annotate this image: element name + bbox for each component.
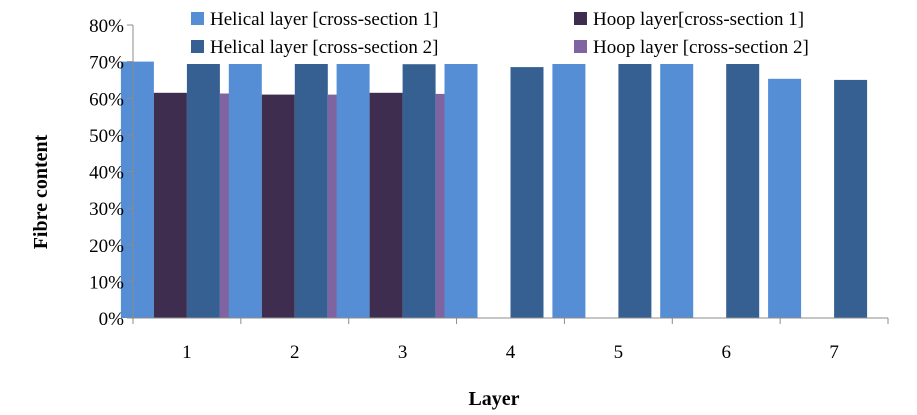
legend-label-hoop-cs1: Hoop layer[cross-section 1] xyxy=(593,9,804,30)
bar-helical-cs2-layer-7 xyxy=(834,79,868,319)
legend-swatch-helical-cs1 xyxy=(191,12,204,25)
y-tick-label: 70% xyxy=(89,53,124,74)
x-tick-label: 3 xyxy=(398,342,408,363)
y-tick-label: 20% xyxy=(89,236,124,257)
bar-helical-cs1-layer-2 xyxy=(228,61,262,318)
x-tick-label: 1 xyxy=(182,342,192,363)
y-tick-label: 0% xyxy=(99,309,125,330)
y-axis-title: Fibre content xyxy=(30,134,52,249)
bar-helical-cs2-layer-2 xyxy=(294,61,328,318)
bar-hoop-cs1-layer-3 xyxy=(369,92,403,318)
x-tick-labels: 1 2 3 4 5 6 7 xyxy=(182,342,839,363)
bar-helical-cs1-layer-5 xyxy=(552,61,586,318)
bar-helical-cs2-layer-4 xyxy=(510,67,544,318)
x-tick-label: 2 xyxy=(290,342,300,363)
bar-helical-cs1-layer-3 xyxy=(336,61,370,318)
axes-group xyxy=(127,24,889,324)
x-tick-label: 5 xyxy=(614,342,624,363)
bar-helical-cs2-layer-6 xyxy=(726,61,760,318)
x-tick-label: 7 xyxy=(829,342,839,363)
y-tick-label: 60% xyxy=(89,89,124,110)
y-tick-label: 80% xyxy=(89,16,124,37)
y-tick-label: 10% xyxy=(89,272,124,293)
y-tick-label: 50% xyxy=(89,126,124,147)
bar-helical-cs1-layer-7 xyxy=(768,78,802,318)
legend-label-hoop-cs2: Hoop layer [cross-section 2] xyxy=(593,37,809,58)
legend-box xyxy=(178,5,874,64)
bar-helical-cs1-layer-1 xyxy=(120,61,154,318)
bar-helical-cs2-layer-3 xyxy=(402,64,436,318)
x-axis-title: Layer xyxy=(468,388,519,410)
legend-swatch-hoop-cs1 xyxy=(574,12,587,25)
bars-group xyxy=(120,61,868,319)
legend-label-helical-cs2: Helical layer [cross-section 2] xyxy=(210,37,438,58)
bar-helical-cs2-layer-1 xyxy=(186,61,220,318)
y-tick-label: 30% xyxy=(89,199,124,220)
bar-helical-cs2-layer-5 xyxy=(618,61,652,318)
bar-hoop-cs1-layer-2 xyxy=(261,94,295,318)
x-tick-label: 4 xyxy=(506,342,516,363)
y-tick-labels: 0% 10% 20% 30% 40% 50% 60% 70% 80% xyxy=(89,16,124,330)
x-tick-label: 6 xyxy=(721,342,731,363)
legend-label-helical-cs1: Helical layer [cross-section 1] xyxy=(210,9,438,30)
bar-helical-cs1-layer-6 xyxy=(660,61,694,318)
legend: Helical layer [cross-section 1] Hoop lay… xyxy=(178,5,874,64)
bar-hoop-cs1-layer-1 xyxy=(153,92,187,318)
bar-helical-cs1-layer-4 xyxy=(444,61,478,318)
legend-swatch-hoop-cs2 xyxy=(574,40,587,53)
y-tick-label: 40% xyxy=(89,163,124,184)
legend-swatch-helical-cs2 xyxy=(191,40,204,53)
